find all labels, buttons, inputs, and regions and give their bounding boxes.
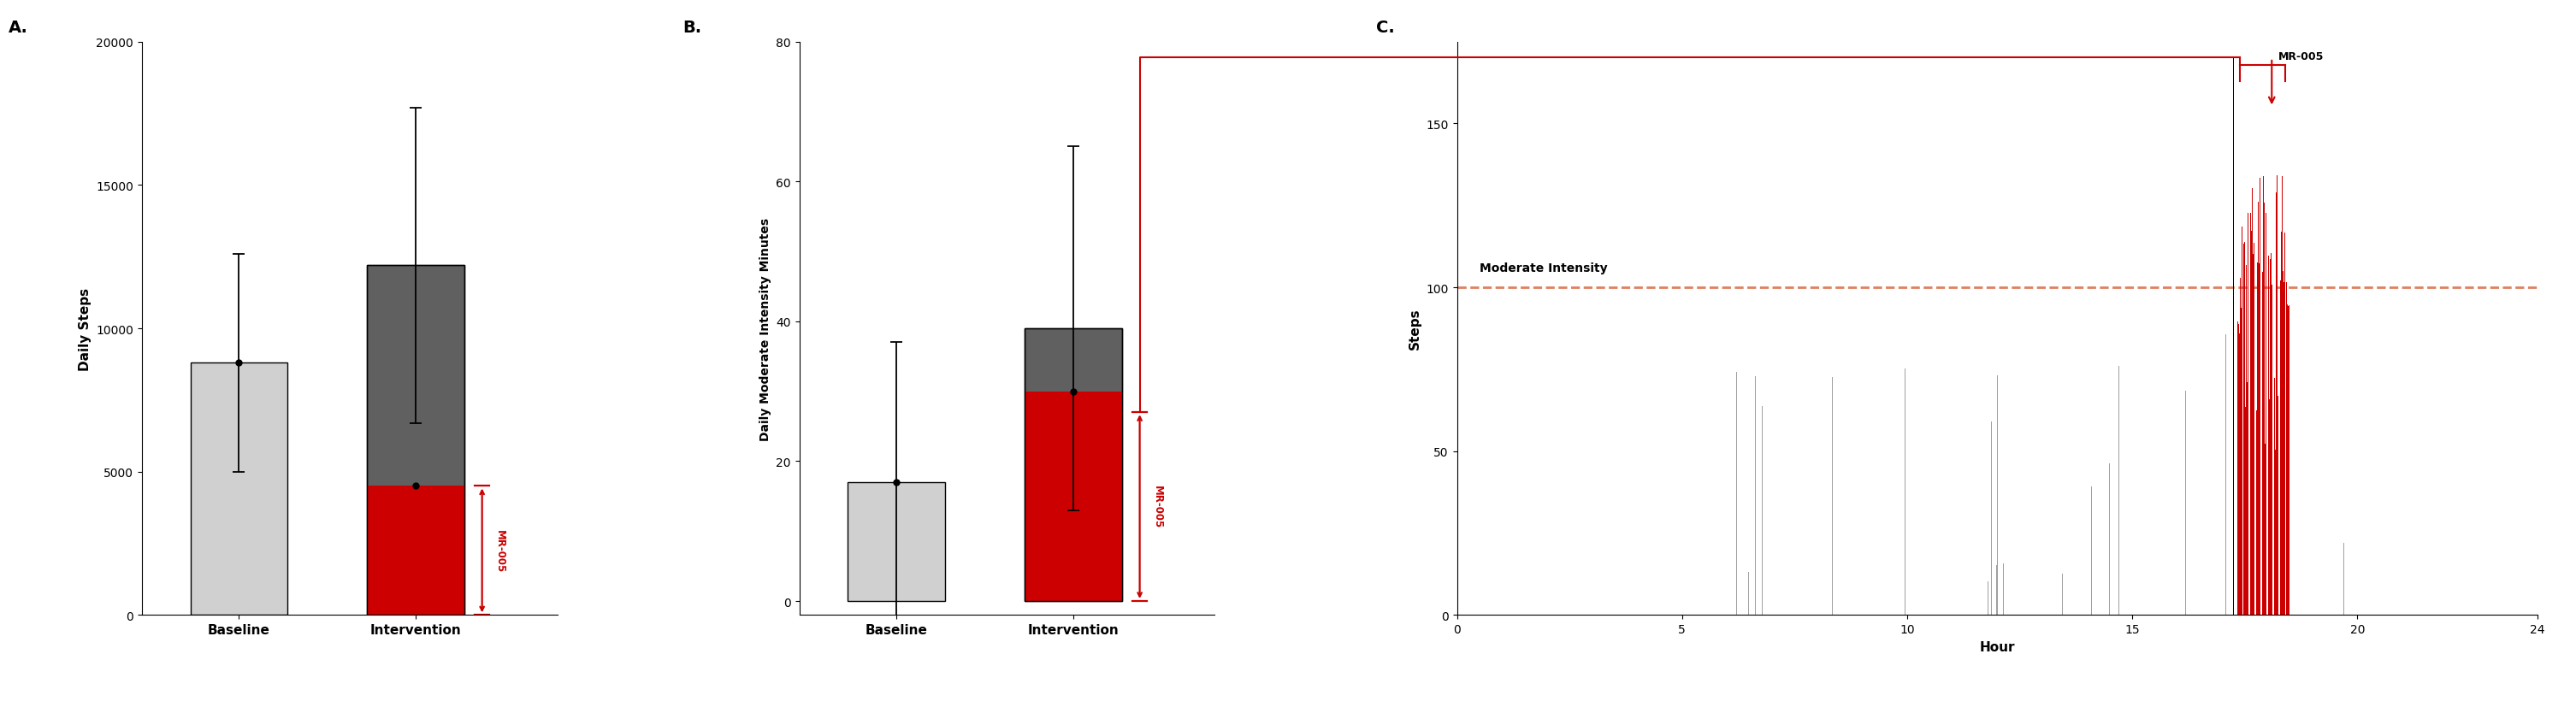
Y-axis label: Daily Moderate Intensity Minutes: Daily Moderate Intensity Minutes	[760, 217, 770, 440]
Text: MR-005: MR-005	[495, 530, 505, 572]
Y-axis label: Steps: Steps	[1409, 308, 1422, 349]
Y-axis label: Daily Steps: Daily Steps	[77, 287, 90, 370]
Bar	[368, 266, 464, 615]
Text: MR-005: MR-005	[2280, 51, 2324, 62]
Text: A.: A.	[8, 20, 28, 36]
Bar	[368, 266, 464, 615]
X-axis label: Hour: Hour	[1978, 640, 2014, 653]
Text: C.: C.	[1376, 20, 1394, 36]
Bar	[848, 482, 945, 601]
Bar	[1025, 392, 1123, 601]
Bar	[1025, 329, 1123, 601]
Bar	[191, 363, 289, 615]
Text: MR-005: MR-005	[1151, 486, 1164, 528]
Text: Moderate Intensity: Moderate Intensity	[1479, 262, 1607, 274]
Text: B.: B.	[683, 20, 701, 36]
Bar	[368, 486, 464, 615]
Bar	[1025, 329, 1123, 601]
